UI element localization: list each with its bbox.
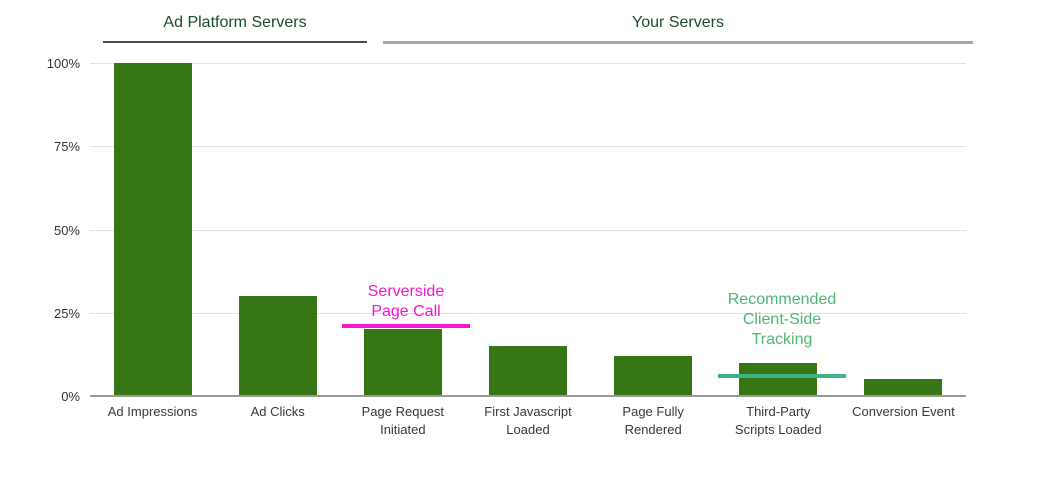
y-tick-label: 100% bbox=[46, 56, 80, 71]
bar-slot bbox=[215, 63, 340, 396]
bar-slot bbox=[716, 63, 841, 396]
gridline-50 bbox=[90, 229, 966, 231]
y-tick-label: 50% bbox=[53, 222, 80, 238]
annotation-serverside-page-call-line bbox=[342, 324, 470, 329]
plot-area bbox=[90, 63, 966, 396]
y-tick-label: 25% bbox=[53, 305, 80, 321]
group-label-your-servers: Your Servers bbox=[632, 14, 724, 31]
x-tick-label: Page Request Initiated bbox=[361, 404, 445, 437]
bar-slot bbox=[465, 63, 590, 396]
x-tick-label: Third-Party Scripts Loaded bbox=[734, 404, 822, 437]
x-tick-label: Conversion Event bbox=[852, 404, 955, 419]
x-tick-label: Ad Clicks bbox=[250, 404, 305, 419]
bar-page-request-initiated bbox=[363, 329, 442, 396]
bar-conversion-event bbox=[864, 379, 943, 396]
y-tick-label: 75% bbox=[53, 139, 80, 155]
x-tick-label: First Javascript Loaded bbox=[484, 404, 572, 437]
gridline-25 bbox=[90, 312, 966, 314]
annotation-recommended-client-side-tracking: Recommended Client-Side Tracking bbox=[727, 291, 837, 348]
bar-slot bbox=[340, 63, 465, 396]
bar-slot bbox=[841, 63, 966, 396]
x-axis-baseline bbox=[90, 395, 966, 397]
bar-page-fully-rendered bbox=[614, 356, 693, 396]
group-label-ad-platform-servers: Ad Platform Servers bbox=[163, 14, 307, 31]
x-tick-label: Ad Impressions bbox=[107, 404, 198, 419]
gridline-100 bbox=[90, 63, 966, 64]
bars bbox=[90, 63, 966, 396]
bar-third-party-scripts-loaded bbox=[739, 362, 818, 396]
group-header-ad-platform-servers: Ad Platform Servers bbox=[103, 13, 367, 43]
bar-slot bbox=[591, 63, 716, 396]
bar-slot bbox=[90, 63, 215, 396]
bar-ad-clicks bbox=[238, 296, 317, 396]
bar-first-javascript-loaded bbox=[488, 346, 567, 396]
x-tick-label: Page Fully Rendered bbox=[622, 404, 684, 437]
group-header-your-servers: Your Servers bbox=[383, 13, 973, 44]
x-axis-category-labels: Ad Impressions Ad Clicks Page Request Initi… bbox=[90, 403, 966, 439]
annotation-recommended-client-side-tracking-line bbox=[718, 374, 846, 379]
bar-ad-impressions bbox=[113, 63, 192, 396]
gridline-75 bbox=[90, 146, 966, 148]
y-tick-label: 0% bbox=[61, 389, 80, 404]
annotation-serverside-page-call: Serverside Page Call bbox=[367, 283, 445, 320]
